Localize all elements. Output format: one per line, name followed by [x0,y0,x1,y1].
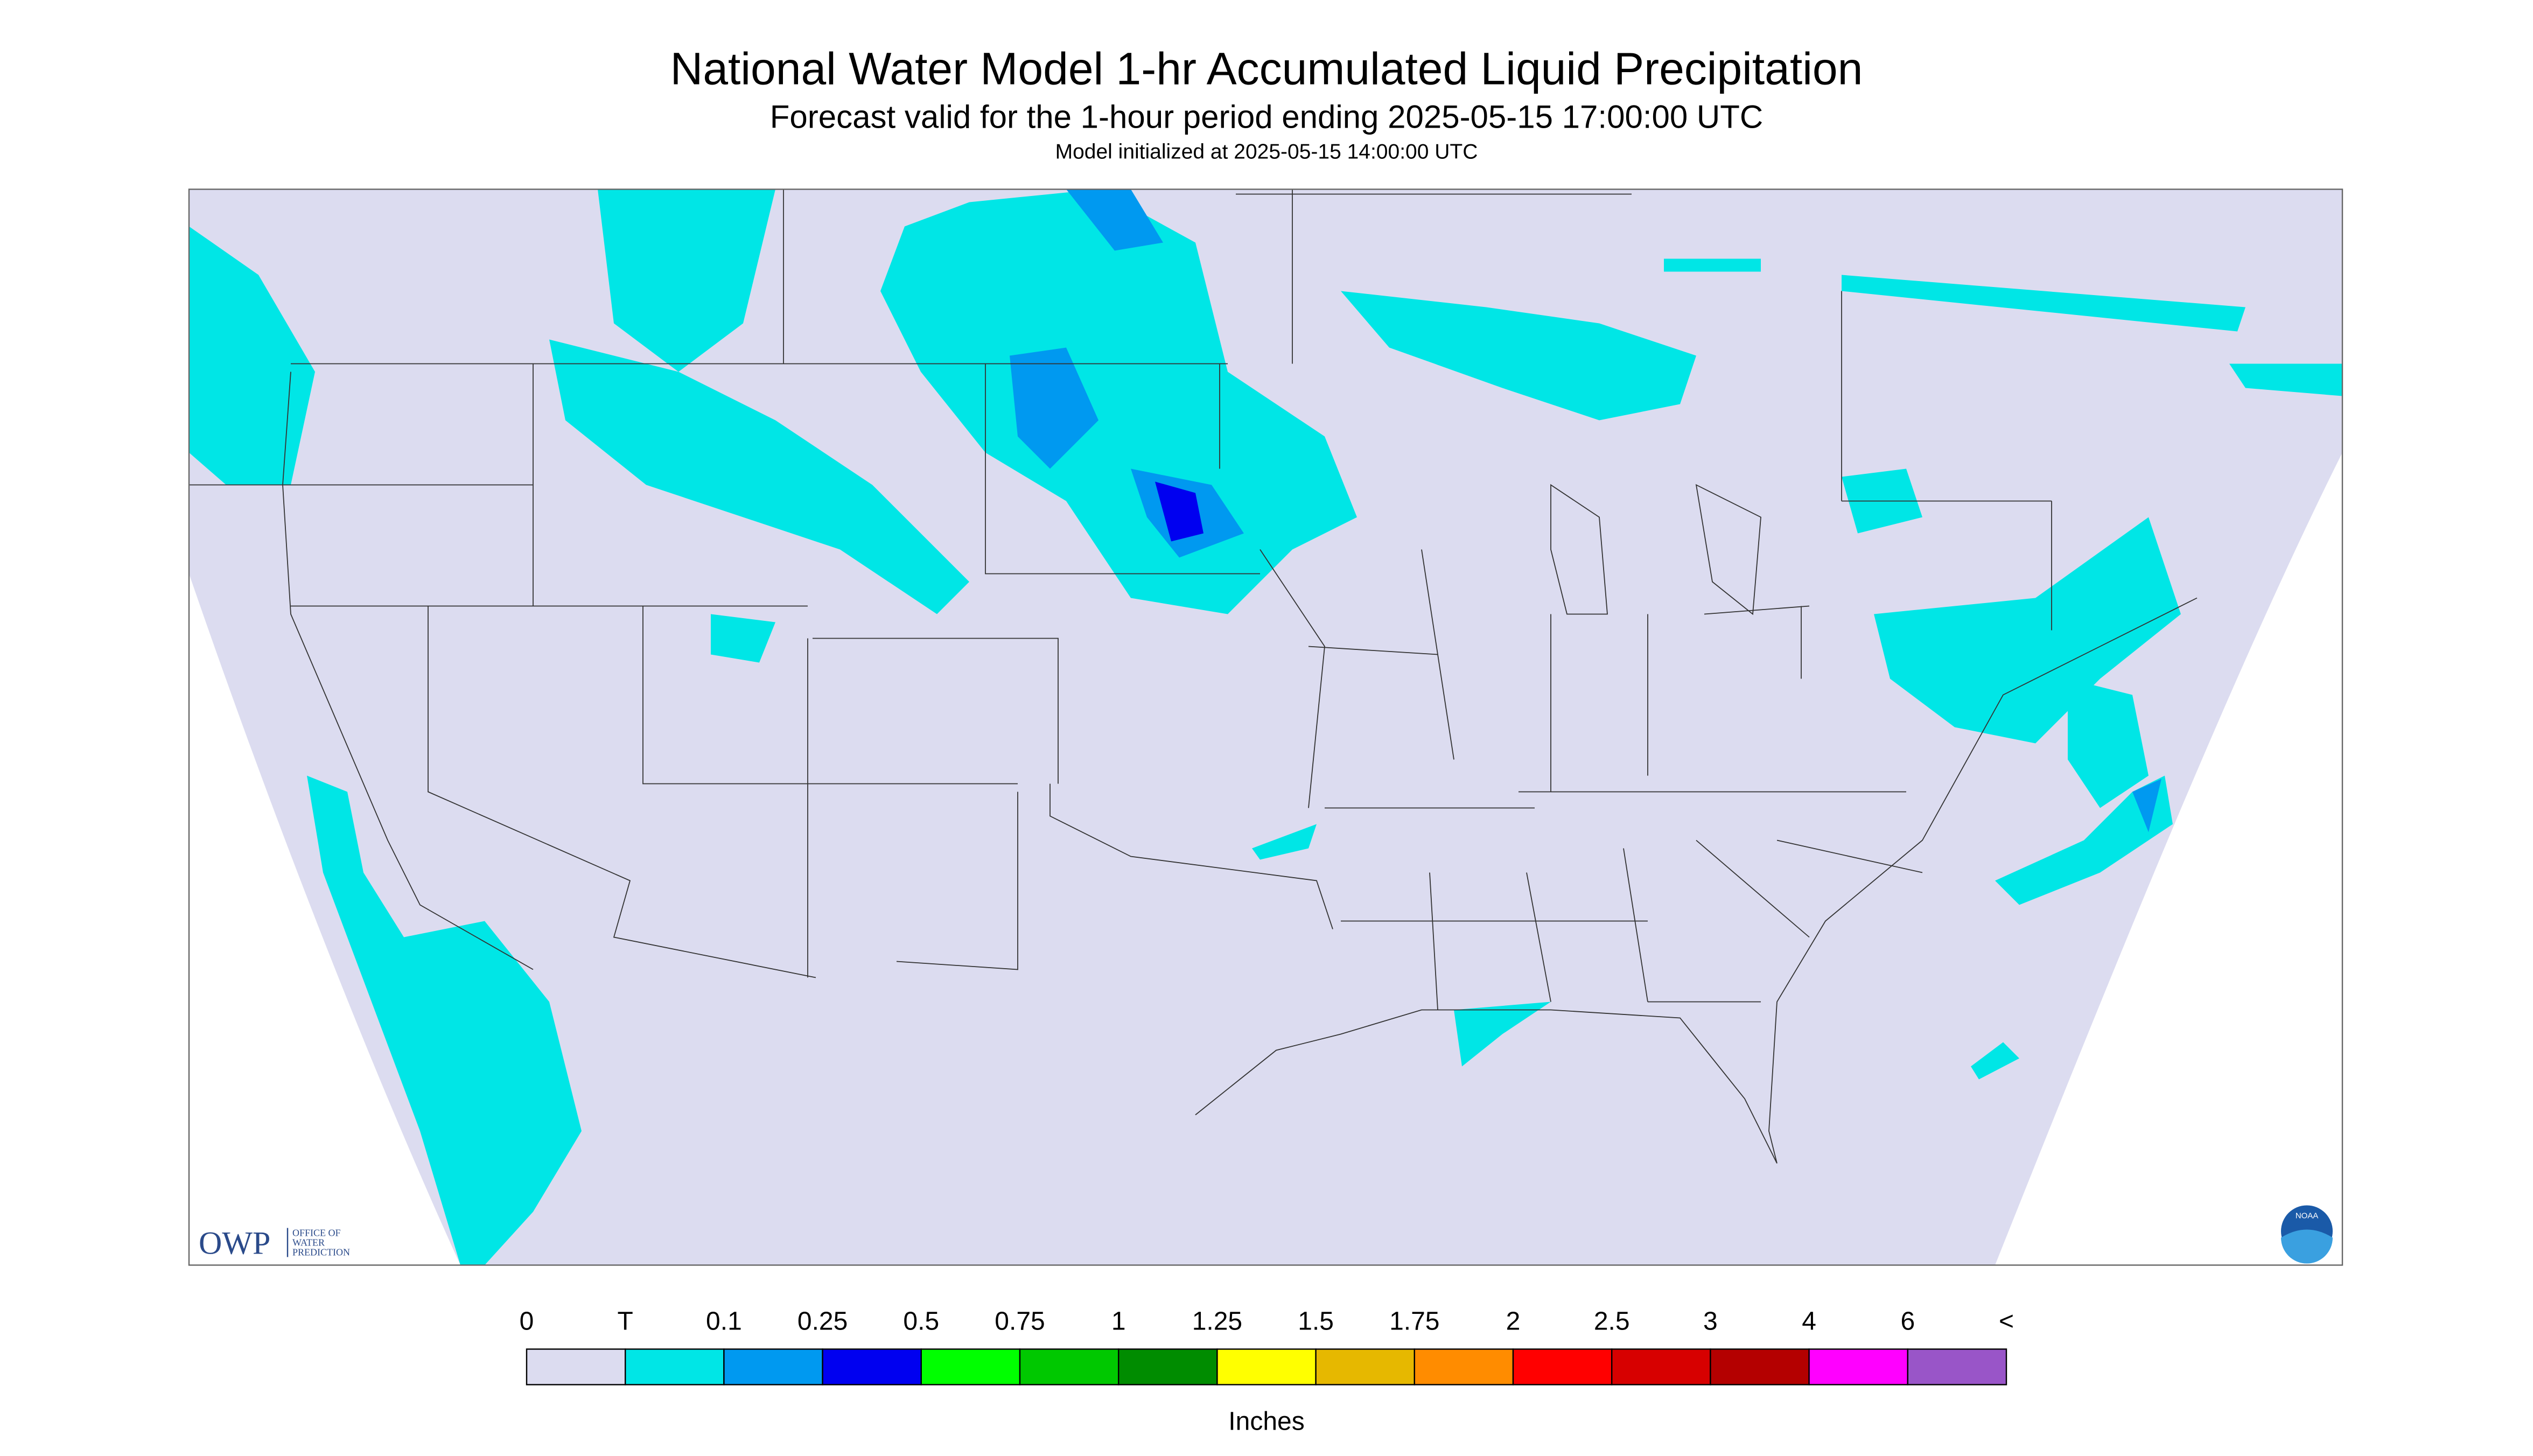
boundaries [189,189,2198,1164]
rain-area [1995,775,2173,905]
rain-area [598,189,775,372]
legend-label: 1.75 [1389,1307,1439,1336]
rain-area [1010,347,1098,469]
legend-label: 0.5 [903,1307,939,1336]
legend-swatch [1216,1348,1317,1385]
legend-label: 1 [1111,1307,1126,1336]
legend-label: 0.1 [706,1307,742,1336]
legend-label: T [618,1307,633,1336]
rain-area [711,614,775,663]
legend-label: 1.5 [1298,1307,1334,1336]
legend-swatch [1611,1348,1711,1385]
border-lines [783,189,2052,631]
legend-swatch [723,1348,823,1385]
legend-label: 2 [1506,1307,1521,1336]
precipitation [189,189,2342,1265]
legend-swatch [1118,1348,1218,1385]
legend-swatch [1808,1348,1909,1385]
legend-label: 0 [520,1307,534,1336]
rain-area [1155,481,1203,542]
great-lakes [1550,484,1761,615]
legend-swatch [1512,1348,1613,1385]
noaa-logo-text: NOAA [2296,1212,2319,1221]
legend-label: 0.25 [797,1307,848,1336]
rain-area [2068,678,2149,808]
legend-label: 3 [1703,1307,1718,1336]
legend-swatch [1315,1348,1415,1385]
legend-label: 4 [1802,1307,1816,1336]
legend-swatch [920,1348,1021,1385]
legend-label: 0.75 [995,1307,1045,1336]
legend-label: < [1999,1307,2014,1336]
rain-area [1252,824,1551,1067]
legend: 0 T 0.1 0.25 0.5 0.75 1 1.25 1.5 1.75 2 2.5 3 4 6 < [520,1307,2014,1385]
rain-area [1341,291,1696,421]
rain-area [549,339,969,614]
rain-area [880,189,1357,614]
rain-area [1664,258,2245,332]
coastline [282,372,2198,1164]
rain-area [189,226,315,485]
map: OWP OFFICE OF WATER PREDICTION NOAA [188,188,2343,1266]
legend-unit: Inches [1228,1408,1304,1436]
legend-swatch [526,1348,626,1385]
legend-label: 6 [1900,1307,1915,1336]
rain-area [1874,517,2181,744]
rain-area [1971,1042,2019,1080]
legend-swatch [822,1348,922,1385]
legend-swatch [1710,1348,1810,1385]
legend-swatch [1019,1348,1119,1385]
legend-swatch [1414,1348,1514,1385]
subtitle: Forecast valid for the 1-hour period end… [770,99,1763,135]
map-frame [188,188,2343,1266]
owp-logo: OWP [199,1226,270,1261]
legend-swatch [1907,1348,2007,1385]
state-lines [189,363,1923,1010]
rain-area [307,775,582,1265]
rain-area [2229,363,2342,396]
rain-area [1066,189,1163,251]
legend-label: 2.5 [1594,1307,1630,1336]
init-time: Model initialized at 2025-05-15 14:00:00… [1055,141,1478,164]
owp-text: PREDICTION [292,1247,350,1258]
owp-text: WATER [292,1237,325,1248]
legend-swatch [625,1348,725,1385]
legend-label: 1.25 [1192,1307,1242,1336]
title: National Water Model 1-hr Accumulated Li… [670,44,1863,94]
rain-area [2132,779,2161,832]
owp-text: OFFICE OF [292,1228,341,1238]
noaa-logo-wave [2281,1229,2333,1264]
